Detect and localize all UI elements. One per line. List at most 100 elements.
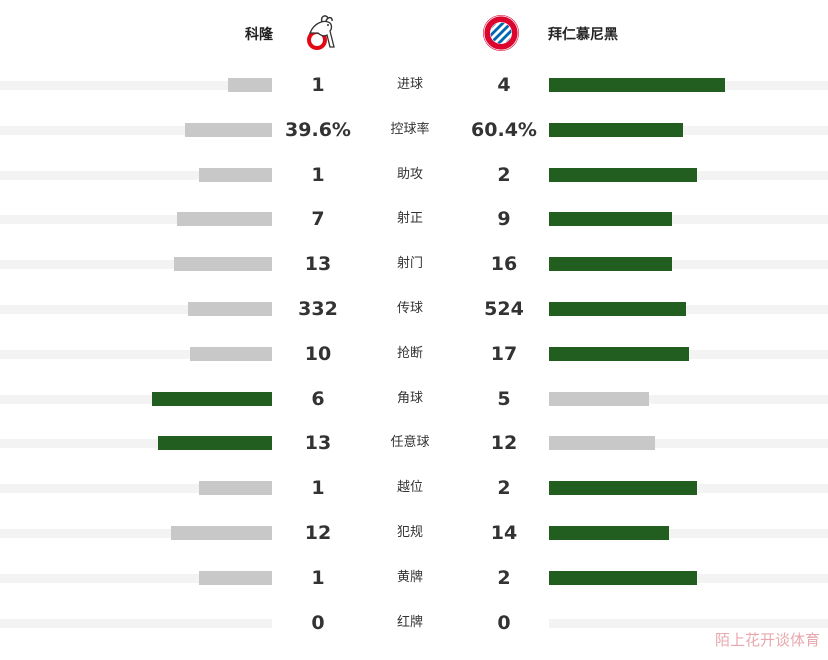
away-stat-bar bbox=[549, 257, 672, 272]
away-stat-bar bbox=[549, 122, 683, 137]
home-stat-value: 10 bbox=[304, 342, 332, 365]
fc-bayern-munchen-crest-icon bbox=[483, 15, 519, 51]
home-stat-value: 1 bbox=[311, 163, 325, 186]
home-bar-track bbox=[0, 394, 272, 404]
away-stat-value: 17 bbox=[490, 342, 518, 365]
away-stat-value: 14 bbox=[490, 522, 518, 544]
stat-row: 39.6% 控球率 60.4% bbox=[0, 117, 828, 161]
away-stat-value: 16 bbox=[490, 253, 518, 276]
home-stat-value: 6 bbox=[311, 387, 325, 410]
away-bar-track bbox=[549, 260, 828, 270]
home-stat-value: 0 bbox=[311, 611, 325, 634]
match-header: 科隆 拜仁慕尼黑 bbox=[0, 0, 828, 66]
home-stat-bar bbox=[199, 481, 272, 496]
stat-label: 进球 bbox=[396, 77, 423, 92]
away-stat-value: 12 bbox=[490, 432, 518, 455]
home-stat-value: 7 bbox=[311, 208, 325, 231]
home-stat-bar bbox=[174, 257, 272, 272]
stat-label: 传球 bbox=[396, 301, 423, 316]
stat-row: 7 射正 9 bbox=[0, 206, 828, 250]
home-stat-bar bbox=[199, 167, 272, 182]
home-stat-value: 332 bbox=[298, 298, 338, 320]
stat-label: 抢断 bbox=[396, 345, 423, 361]
home-stat-bar bbox=[185, 122, 272, 137]
away-stat-bar bbox=[549, 78, 725, 92]
away-stat-bar bbox=[549, 526, 669, 540]
home-stat-bar bbox=[199, 570, 272, 585]
home-stat-value: 39.6% bbox=[285, 118, 351, 141]
stat-row: 13 任意球 12 bbox=[0, 430, 828, 474]
stat-row: 332 传球 524 bbox=[0, 296, 828, 340]
away-bar-track bbox=[549, 439, 828, 449]
stat-label: 黄牌 bbox=[396, 569, 423, 585]
home-stat-bar bbox=[228, 78, 272, 92]
away-bar-track bbox=[549, 305, 828, 314]
stat-row: 13 射门 16 bbox=[0, 251, 828, 295]
home-stat-value: 1 bbox=[311, 74, 325, 96]
away-stat-value: 2 bbox=[497, 477, 511, 500]
home-bar-track bbox=[0, 260, 272, 270]
home-stat-value: 1 bbox=[311, 477, 325, 500]
home-stat-value: 13 bbox=[304, 432, 332, 455]
home-bar-track bbox=[0, 484, 272, 494]
stat-label: 射正 bbox=[396, 211, 423, 227]
home-stat-value: 13 bbox=[304, 253, 332, 276]
home-bar-track bbox=[0, 349, 272, 359]
home-bar-track bbox=[0, 215, 272, 225]
away-stat-value: 2 bbox=[497, 163, 511, 186]
stat-label: 角球 bbox=[396, 390, 423, 406]
away-team-name: 拜仁慕尼黑 bbox=[548, 27, 618, 43]
away-stat-value: 4 bbox=[497, 74, 511, 96]
away-bar-track bbox=[549, 394, 828, 404]
stat-label: 助攻 bbox=[396, 166, 423, 182]
stat-row: 6 角球 5 bbox=[0, 386, 828, 430]
away-stat-bar bbox=[549, 346, 689, 361]
away-stat-value: 9 bbox=[497, 208, 511, 231]
stat-label: 任意球 bbox=[390, 435, 430, 451]
away-stat-value: 2 bbox=[497, 566, 511, 589]
stat-label: 犯规 bbox=[396, 525, 423, 540]
home-bar-track bbox=[0, 305, 272, 314]
home-stat-bar bbox=[190, 346, 272, 361]
stat-label: 控球率 bbox=[390, 121, 430, 137]
away-stat-value: 60.4% bbox=[471, 118, 537, 141]
away-bar-track bbox=[549, 529, 828, 538]
stat-row: 1 黄牌 2 bbox=[0, 565, 828, 609]
home-bar-track bbox=[0, 125, 272, 135]
stat-row: 1 进球 4 bbox=[0, 72, 828, 116]
stat-row: 0 红牌 0 bbox=[0, 610, 828, 654]
home-stat-bar bbox=[158, 436, 272, 451]
home-stat-bar bbox=[188, 302, 272, 316]
stat-row: 12 犯规 14 bbox=[0, 520, 828, 564]
away-stat-bar bbox=[549, 436, 655, 451]
away-bar-track bbox=[549, 618, 828, 628]
stat-label: 越位 bbox=[396, 480, 423, 496]
home-stat-value: 1 bbox=[311, 566, 325, 589]
away-stat-value: 5 bbox=[497, 387, 511, 410]
stat-row: 10 抢断 17 bbox=[0, 341, 828, 385]
away-stat-bar bbox=[549, 167, 697, 182]
home-stat-bar bbox=[152, 391, 272, 406]
away-stat-bar bbox=[549, 302, 686, 316]
away-stat-bar bbox=[549, 212, 672, 227]
home-bar-track bbox=[0, 618, 272, 628]
away-stat-bar bbox=[549, 570, 697, 585]
home-stat-bar bbox=[171, 526, 272, 540]
home-bar-track bbox=[0, 439, 272, 449]
home-team-name: 科隆 bbox=[245, 27, 273, 43]
home-bar-track bbox=[0, 170, 272, 180]
away-stat-bar bbox=[549, 391, 649, 406]
home-bar-track bbox=[0, 573, 272, 583]
home-stat-bar bbox=[177, 212, 272, 227]
stat-row: 1 越位 2 bbox=[0, 475, 828, 519]
fc-koln-goat-crest-icon bbox=[307, 15, 335, 50]
away-stat-value: 524 bbox=[484, 298, 524, 320]
home-bar-track bbox=[0, 529, 272, 538]
stat-label: 射门 bbox=[396, 256, 423, 272]
home-stat-value: 12 bbox=[304, 522, 332, 544]
home-bar-track bbox=[0, 81, 272, 90]
watermark: 陌上花开谈体育 bbox=[714, 631, 820, 649]
stat-row: 1 助攻 2 bbox=[0, 162, 828, 206]
away-bar-track bbox=[549, 125, 828, 135]
stat-label: 红牌 bbox=[396, 614, 423, 630]
